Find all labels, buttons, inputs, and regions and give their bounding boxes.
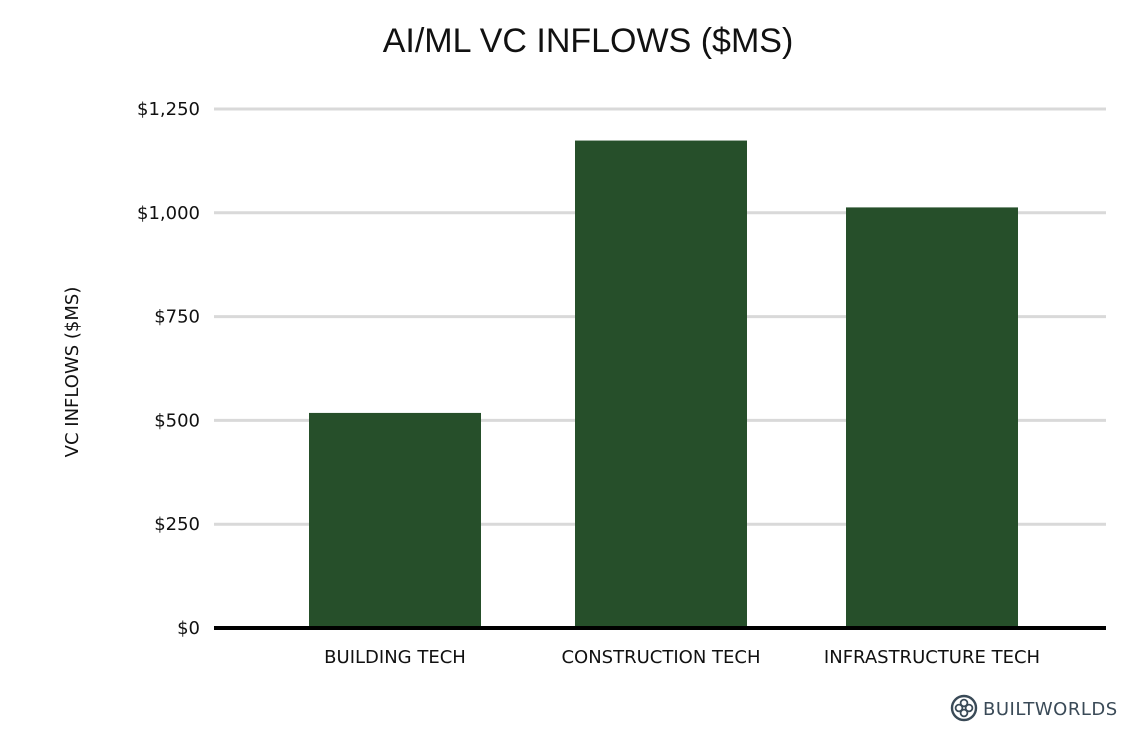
x-tick-label: BUILDING TECH — [324, 647, 466, 668]
chart-title: AI/ML VC INFLOWS ($MS) — [383, 22, 794, 60]
bar-infrastructure-tech — [846, 207, 1018, 628]
builtworlds-wordmark: BUILTWORLDS — [983, 699, 1118, 720]
y-tick-label: $1,250 — [137, 99, 200, 120]
y-axis-label: VC INFLOWS ($MS) — [62, 287, 83, 458]
y-tick-label: $250 — [154, 514, 200, 535]
bars — [309, 140, 1018, 628]
builtworlds-mark-icon — [950, 694, 978, 722]
x-tick-label: CONSTRUCTION TECH — [561, 647, 760, 668]
builtworlds-logo: BUILTWORLDS — [950, 694, 1118, 722]
x-tick-labels: BUILDING TECH CONSTRUCTION TECH INFRASTRUC… — [324, 647, 1040, 668]
y-tick-label: $500 — [154, 410, 200, 431]
y-tick-labels: $0 $250 $500 $750 $1,000 $1,250 — [137, 99, 200, 639]
bar-construction-tech — [575, 140, 747, 628]
x-tick-label: INFRASTRUCTURE TECH — [824, 647, 1040, 668]
y-tick-label: $0 — [177, 618, 200, 639]
bar-building-tech — [309, 412, 481, 628]
y-tick-label: $1,000 — [137, 203, 200, 224]
y-tick-label: $750 — [154, 307, 200, 328]
